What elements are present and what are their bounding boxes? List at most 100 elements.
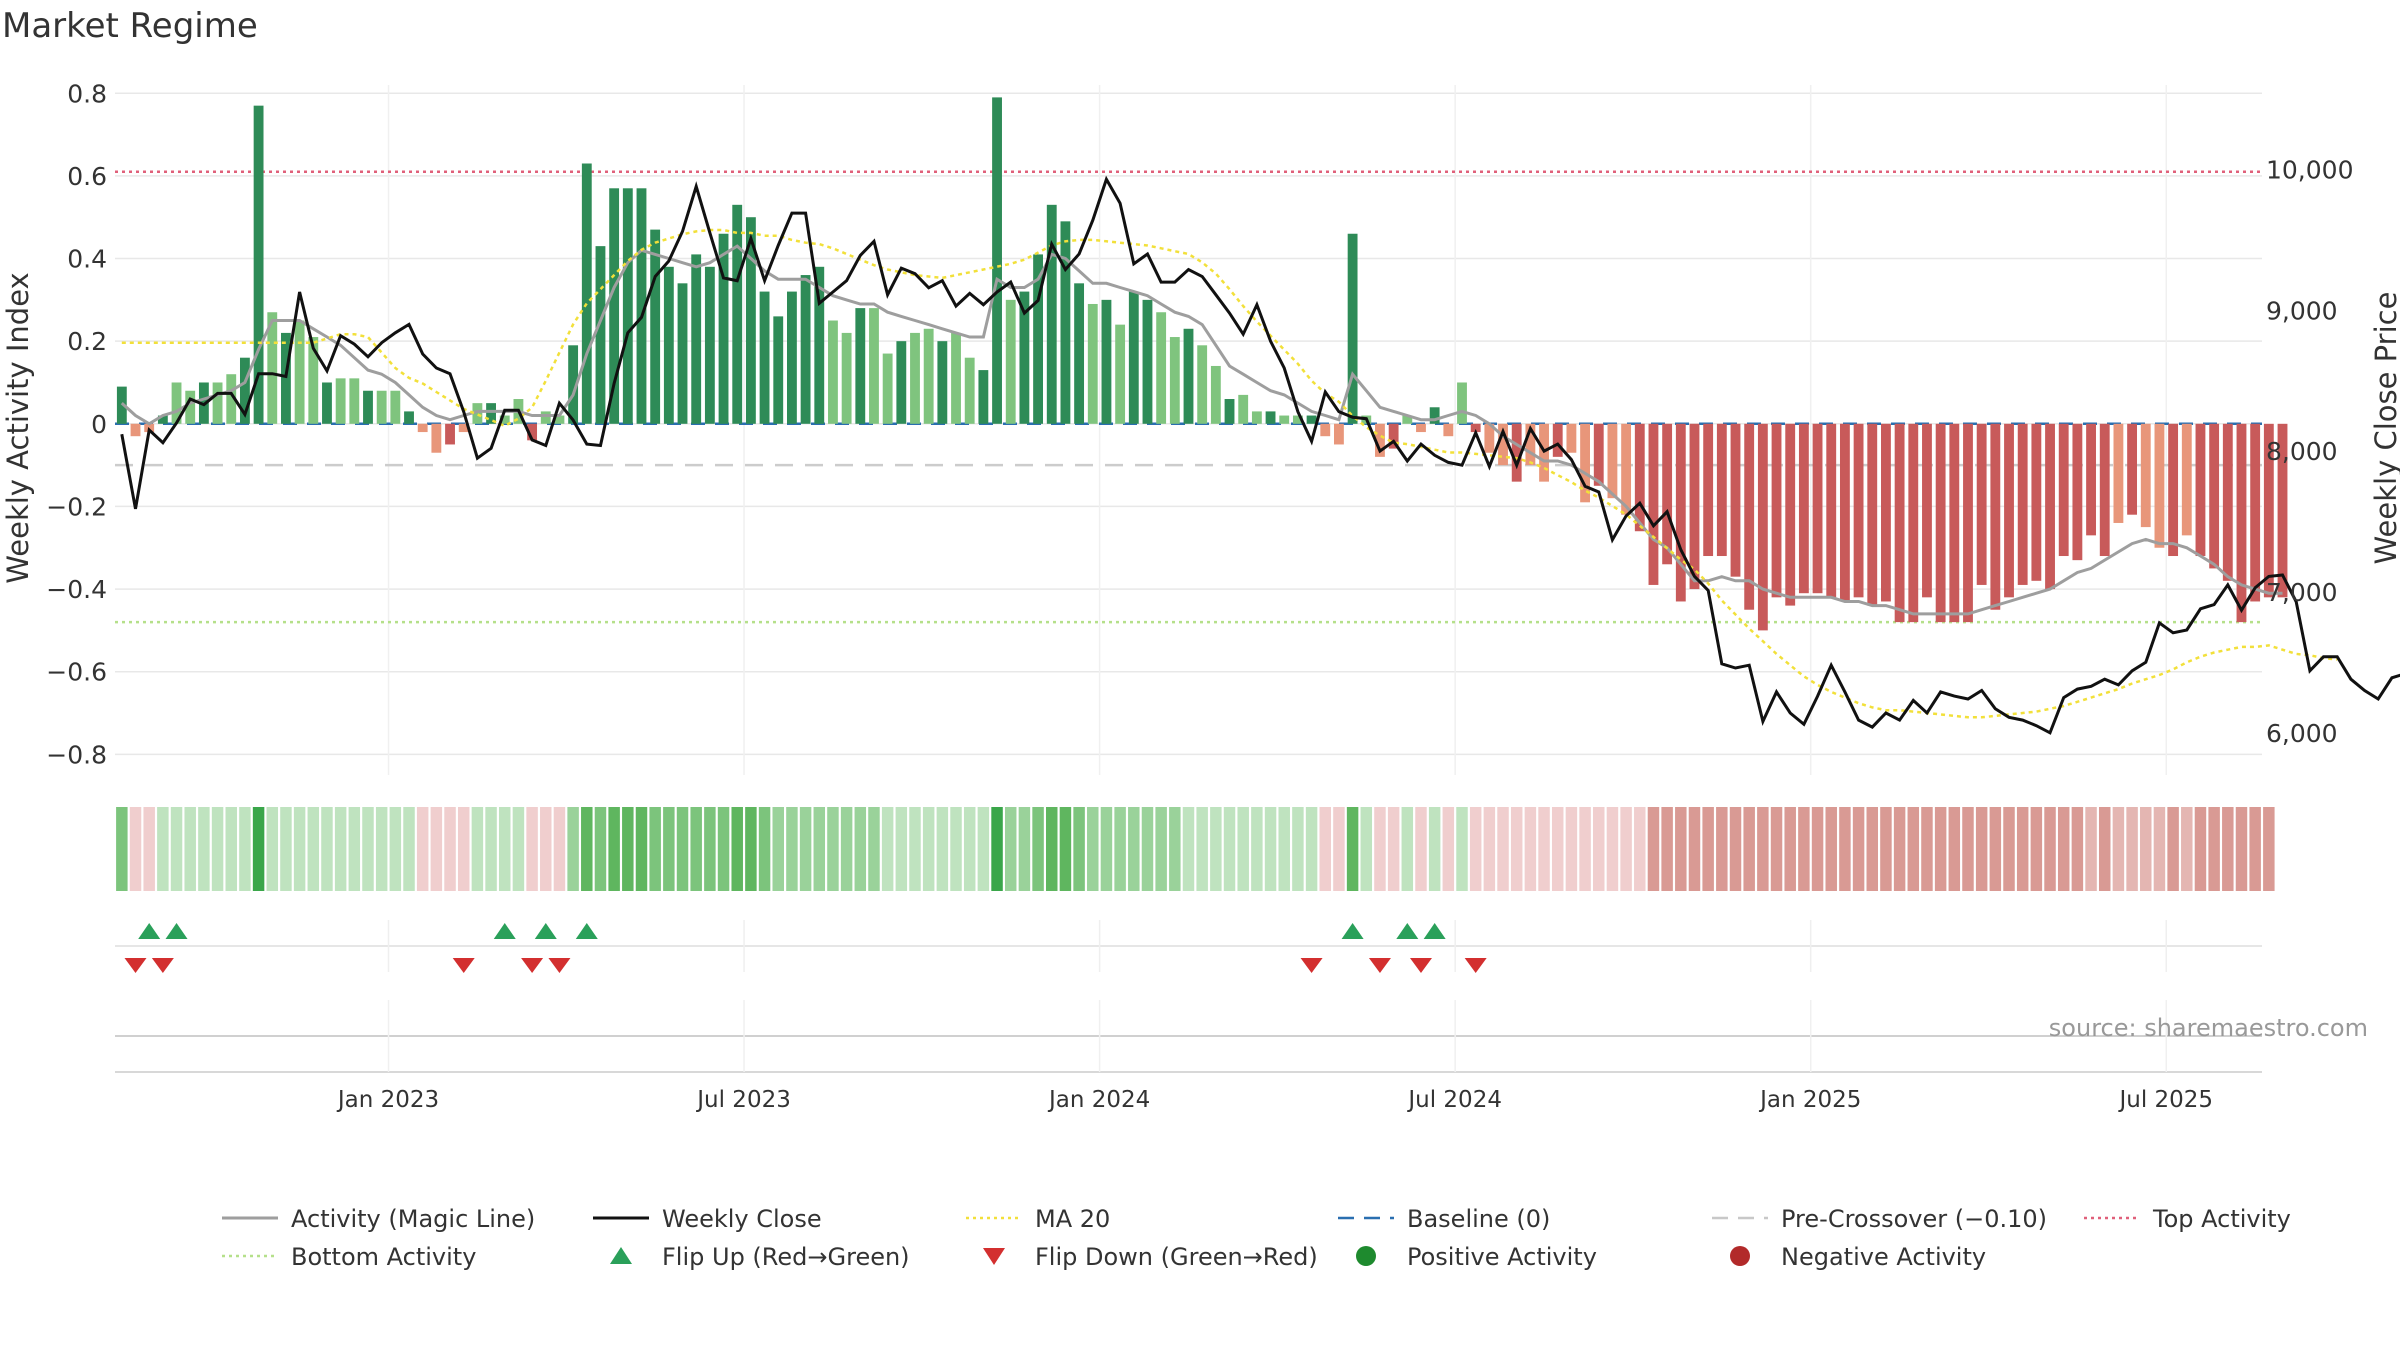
activity-bar xyxy=(814,266,825,424)
y-tick-right: 9,000 xyxy=(2266,296,2338,325)
legend-item: Bottom Activity xyxy=(222,1243,476,1271)
activity-bar xyxy=(773,316,784,424)
legend-label: Bottom Activity xyxy=(291,1243,476,1271)
activity-bar xyxy=(1388,423,1399,449)
regime-cell xyxy=(1155,807,1167,891)
regime-cell xyxy=(2016,807,2029,891)
regime-cell xyxy=(1688,807,1701,891)
y-tick-left: −0.4 xyxy=(46,575,107,604)
activity-bar xyxy=(896,341,907,424)
regime-cell xyxy=(704,807,716,891)
legend-item: MA 20 xyxy=(966,1205,1110,1233)
activity-bar xyxy=(1019,291,1030,424)
source-text: source: sharemaestro.com xyxy=(2049,1014,2368,1042)
flip-up-marker xyxy=(575,923,598,939)
regime-cell xyxy=(922,807,935,891)
y-axis-label-right: Weekly Close Price xyxy=(2369,292,2400,565)
activity-bar xyxy=(1675,423,1686,602)
activity-bar xyxy=(185,390,196,424)
activity-bar xyxy=(486,403,496,424)
regime-cell xyxy=(334,807,347,891)
activity-bar xyxy=(1197,345,1208,424)
x-tick-label: Jan 2023 xyxy=(336,1087,439,1113)
activity-bar xyxy=(1867,423,1878,606)
regime-cell xyxy=(854,807,867,891)
activity-bar xyxy=(1511,423,1522,482)
activity-bar xyxy=(1648,423,1659,585)
activity-bar xyxy=(1881,423,1891,602)
activity-bar xyxy=(636,188,647,424)
regime-cell xyxy=(1675,807,1687,891)
activity-bar xyxy=(1826,423,1837,598)
regime-cell xyxy=(635,807,648,891)
activity-bar xyxy=(595,246,606,424)
activity-bar xyxy=(1443,423,1454,437)
regime-cell xyxy=(1059,807,1072,891)
regime-cell xyxy=(2030,807,2043,891)
activity-bar xyxy=(171,382,182,424)
activity-bar xyxy=(1429,407,1440,424)
activity-bar xyxy=(609,188,620,424)
regime-cell xyxy=(786,807,798,891)
activity-bar xyxy=(677,283,688,424)
activity-bar xyxy=(691,254,702,424)
legend-label: Flip Up (Red→Green) xyxy=(662,1243,910,1271)
regime-cell xyxy=(840,807,853,891)
activity-bar xyxy=(910,332,920,424)
activity-bar xyxy=(855,308,866,424)
flip-up-marker xyxy=(534,923,557,939)
activity-bar xyxy=(1115,324,1126,424)
legend-swatch xyxy=(983,1248,1005,1265)
activity-bar xyxy=(1060,221,1071,424)
regime-cell xyxy=(1948,807,1961,891)
activity-bar xyxy=(1634,423,1645,532)
regime-cell xyxy=(950,807,962,891)
regime-cell xyxy=(143,807,155,891)
activity-bar xyxy=(253,105,264,424)
regime-cell xyxy=(1415,807,1427,891)
activity-bar xyxy=(622,188,633,424)
activity-bar xyxy=(581,163,592,424)
regime-cell xyxy=(1524,807,1537,891)
regime-cell xyxy=(2208,807,2220,891)
regime-cell xyxy=(485,807,497,891)
y-tick-left: 0.2 xyxy=(67,327,107,356)
regime-cell xyxy=(1360,807,1373,891)
regime-cell xyxy=(444,807,456,891)
weekly-close-line xyxy=(120,175,2400,735)
y-tick-left: 0.4 xyxy=(67,245,107,274)
legend-item: Activity (Magic Line) xyxy=(222,1205,535,1233)
activity-bar xyxy=(1894,423,1905,623)
activity-bar xyxy=(1402,415,1413,424)
flip-down-marker xyxy=(1409,958,1432,973)
activity-bar xyxy=(1033,254,1043,424)
regime-cell xyxy=(2194,807,2207,891)
x-tick-label: Jul 2025 xyxy=(2117,1087,2213,1113)
activity-bar xyxy=(800,275,811,424)
activity-bar xyxy=(2263,423,2274,598)
activity-bars xyxy=(116,97,2288,631)
activity-bar xyxy=(1607,423,1618,499)
activity-bar xyxy=(308,337,319,424)
legend-swatch xyxy=(1356,1246,1376,1266)
regime-cell xyxy=(1634,807,1646,891)
activity-bar xyxy=(472,403,483,424)
regime-cell xyxy=(881,807,894,891)
activity-bar xyxy=(2250,423,2261,602)
activity-bar xyxy=(2168,423,2179,557)
regime-cell xyxy=(1934,807,1947,891)
activity-bar xyxy=(1238,394,1249,424)
regime-cell xyxy=(622,807,634,891)
regime-cell xyxy=(567,807,579,891)
activity-bar xyxy=(1839,423,1850,602)
regime-cell xyxy=(2249,807,2261,891)
legend-label: Activity (Magic Line) xyxy=(291,1205,535,1233)
regime-cell xyxy=(1661,807,1673,891)
activity-bar xyxy=(1922,423,1932,598)
regime-cell xyxy=(1210,807,1222,891)
activity-bar xyxy=(937,341,948,424)
y-tick-right: 6,000 xyxy=(2266,719,2338,748)
regime-cell xyxy=(1716,807,1728,891)
regime-cell xyxy=(1169,807,1181,891)
